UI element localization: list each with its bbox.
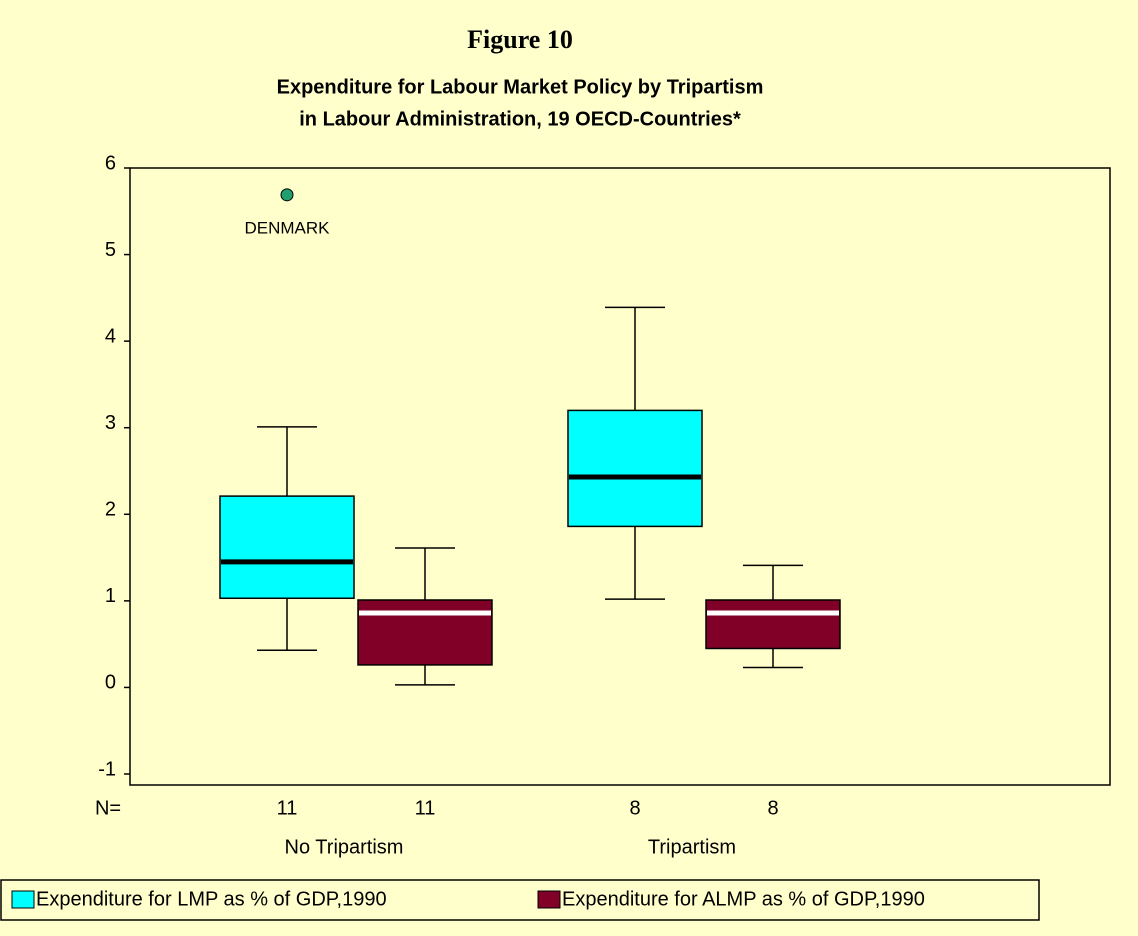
chart-subtitle: in Labour Administration, 19 OECD-Countr… (299, 108, 741, 130)
legend-label: Expenditure for LMP as % of GDP,1990 (36, 888, 387, 910)
y-tick-label: 3 (105, 412, 116, 434)
y-tick-label: 4 (105, 325, 116, 347)
n-label: N= (95, 797, 121, 819)
legend-frame (0, 879, 1040, 921)
n-value: 8 (767, 797, 778, 819)
chart-subtitle: Expenditure for Labour Market Policy by … (277, 76, 764, 98)
y-tick-label: 6 (105, 152, 116, 174)
y-tick-label: 5 (105, 239, 116, 261)
box (567, 409, 703, 528)
n-value: 11 (277, 797, 298, 819)
n-value: 8 (629, 797, 640, 819)
y-tick-label: 1 (105, 585, 116, 607)
chart-title: Figure 10 (467, 25, 573, 54)
y-tick-label: 0 (105, 672, 116, 694)
y-tick-label: -1 (98, 758, 116, 780)
group-label: Tripartism (648, 836, 736, 858)
outlier (280, 188, 294, 202)
box (357, 599, 493, 666)
n-value: 11 (415, 797, 436, 819)
box (705, 599, 841, 650)
group-label: No Tripartism (285, 836, 404, 858)
legend-swatch (537, 890, 561, 909)
box (219, 495, 355, 600)
y-tick-label: 2 (105, 499, 116, 521)
legend-swatch (11, 890, 35, 909)
outlier-label: DENMARK (244, 218, 330, 237)
legend-label: Expenditure for ALMP as % of GDP,1990 (562, 888, 925, 910)
plot-frame (129, 167, 1111, 786)
